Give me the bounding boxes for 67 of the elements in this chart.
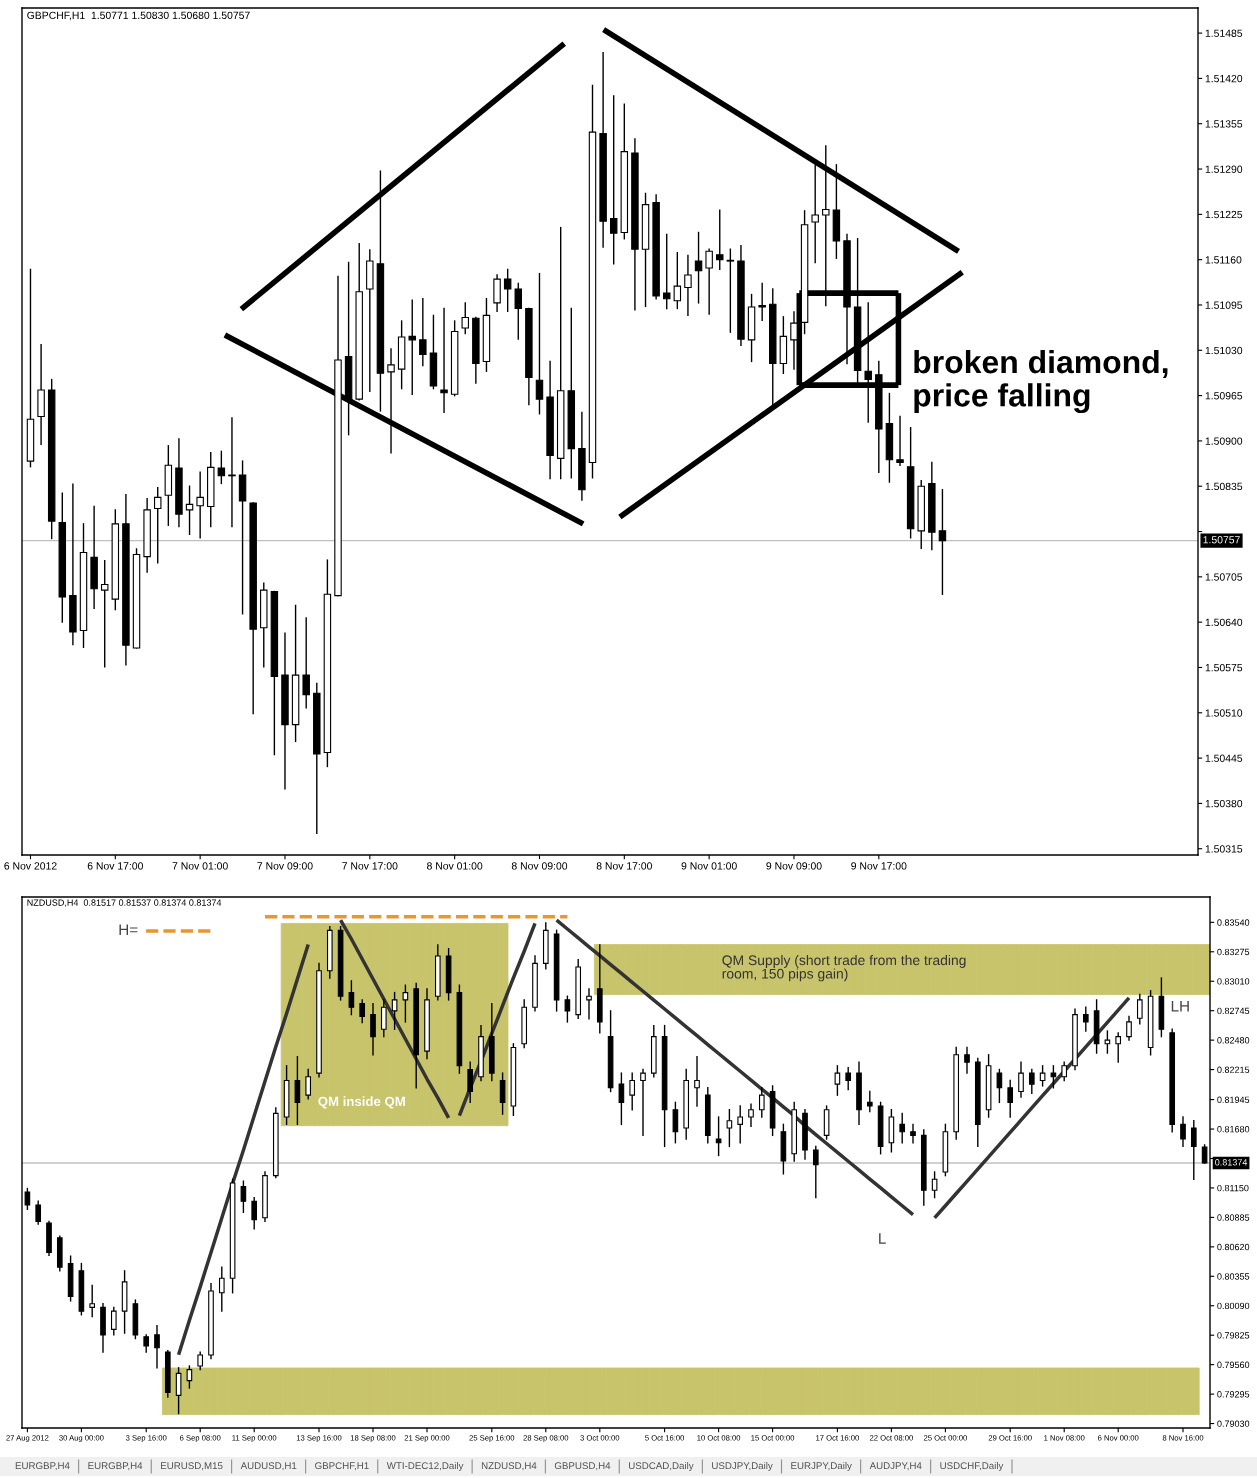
text: GBPUSD,H4 xyxy=(554,1462,611,1471)
y-tick-label: 0.79825 xyxy=(1217,1332,1250,1339)
x-tick-label: 9 Nov 01:00 xyxy=(681,862,737,870)
x-tick-label: 7 Nov 17:00 xyxy=(342,862,398,870)
x-tick-label: 8 Nov 09:00 xyxy=(511,862,568,870)
y-tick-label: 0.79295 xyxy=(1217,1391,1250,1398)
y-tick-label: 1.51355 xyxy=(1205,120,1243,128)
x-tick-label: 8 Nov 01:00 xyxy=(427,862,483,870)
legend-label: H= xyxy=(119,924,138,935)
text: USDCHF,Daily xyxy=(940,1461,1004,1472)
y-tick-label: 0.82480 xyxy=(1217,1037,1250,1044)
y-tick-label: 1.50900 xyxy=(1205,437,1243,445)
x-tick-label: 7 Nov 09:00 xyxy=(257,862,313,870)
y-tick-label: 1.50965 xyxy=(1205,392,1243,400)
y-tick-label: 0.80355 xyxy=(1217,1273,1250,1280)
x-tick-label: 9 Nov 17:00 xyxy=(851,862,907,870)
x-tick-label: 6 Nov 2012 xyxy=(4,862,57,870)
text: EURGBP,H4 xyxy=(15,1462,70,1471)
text: WTI-DEC12,Daily xyxy=(386,1461,464,1472)
y-tick-label: 1.51095 xyxy=(1205,301,1243,309)
y-tick-label: 1.50835 xyxy=(1205,482,1243,491)
text: EURUSD,M15 xyxy=(161,1462,223,1471)
chart-title: NZDUSD,H4 0.81517 0.81537 0.81374 0.81374 xyxy=(27,899,222,907)
x-tick-label: 9 Nov 09:00 xyxy=(766,862,822,870)
y-tick-label: 1.50380 xyxy=(1205,799,1243,808)
ref-line-label: 0.81374 xyxy=(1215,1159,1248,1166)
y-tick-label: 1.50510 xyxy=(1205,709,1243,717)
y-tick-label: 1.50705 xyxy=(1205,573,1243,581)
x-tick-label: 7 Nov 01:00 xyxy=(172,862,228,870)
y-tick-label: 1.51420 xyxy=(1205,74,1243,83)
text: EURJPY,Daily xyxy=(791,1461,852,1472)
x-tick-label: 8 Nov 17:00 xyxy=(596,862,652,870)
y-tick-label: 0.82745 xyxy=(1217,1007,1250,1015)
y-tick-label: 0.80620 xyxy=(1217,1243,1250,1251)
y-tick-label: 1.51225 xyxy=(1205,210,1243,219)
text: AUDJPY,H4 xyxy=(869,1462,922,1471)
x-tick-label: 6 Nov 17:00 xyxy=(87,862,143,870)
text: USDCAD,Daily xyxy=(629,1461,694,1472)
y-tick-label: 0.80885 xyxy=(1217,1214,1250,1221)
text: USDJPY,Daily xyxy=(712,1461,773,1472)
text: AUDUSD,H1 xyxy=(240,1462,297,1471)
y-tick-label: 1.51030 xyxy=(1205,346,1243,355)
annotation: L xyxy=(879,1233,886,1244)
y-tick-label: 0.82215 xyxy=(1217,1066,1250,1073)
y-tick-label: 0.80090 xyxy=(1217,1302,1250,1310)
y-tick-label: 1.50640 xyxy=(1205,618,1243,627)
y-tick-label: 0.81680 xyxy=(1217,1126,1250,1133)
text: EURGBP,H4 xyxy=(88,1462,143,1471)
y-tick-label: 0.81150 xyxy=(1217,1184,1249,1192)
y-tick-label: 1.51290 xyxy=(1205,165,1243,173)
y-tick-label: 1.50445 xyxy=(1205,754,1243,762)
chart-title: GBPCHF,H1 1.50771 1.50830 1.50680 1.50757 xyxy=(27,11,250,21)
y-tick-label: 0.79030 xyxy=(1217,1420,1250,1427)
text: NZDUSD,H4 xyxy=(481,1462,537,1471)
y-tick-label: 1.51485 xyxy=(1205,29,1243,37)
ref-line-label: 1.50757 xyxy=(1203,536,1240,544)
y-tick-label: 1.51160 xyxy=(1205,256,1242,264)
y-tick-label: 0.79560 xyxy=(1217,1361,1250,1369)
y-tick-label: 0.81945 xyxy=(1217,1096,1250,1103)
y-tick-label: 1.50575 xyxy=(1205,663,1243,672)
y-tick-label: 0.83010 xyxy=(1217,978,1250,985)
y-tick-label: 1.50315 xyxy=(1205,845,1243,853)
annotation: LH xyxy=(1171,1000,1189,1012)
y-tick-label: 0.83540 xyxy=(1217,919,1250,926)
y-tick-label: 0.83275 xyxy=(1217,948,1250,956)
text: GBPCHF,H1 xyxy=(315,1462,369,1471)
annotation: broken diamond, price falling xyxy=(914,349,1168,414)
